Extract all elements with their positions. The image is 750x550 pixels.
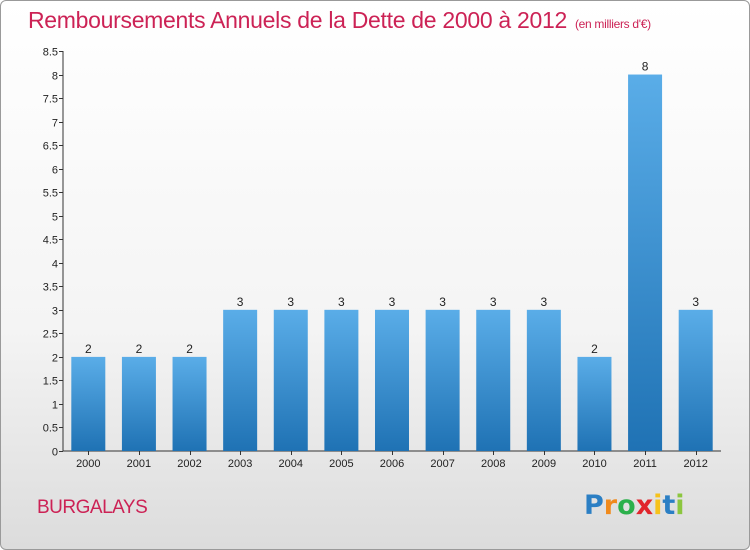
x-tick-label: 2005 — [329, 458, 353, 470]
x-tick-label: 2007 — [430, 458, 454, 470]
y-tick-label: 0 — [52, 447, 58, 459]
x-tick-label: 2012 — [683, 458, 707, 470]
y-tick-label: 2.5 — [43, 329, 58, 341]
logo-letter: r — [603, 490, 618, 521]
commune-name: BURGALAYS — [37, 497, 148, 518]
bar-value-label: 3 — [541, 295, 548, 309]
bar-value-label: 2 — [591, 342, 598, 356]
y-tick-label: 4 — [52, 259, 58, 271]
bar-value-label: 3 — [338, 295, 345, 309]
y-tick-label: 1 — [52, 400, 58, 412]
y-tick-label: 6.5 — [43, 141, 58, 153]
bar-value-label: 3 — [389, 295, 396, 309]
y-tick-label: 3.5 — [43, 282, 58, 294]
bar — [678, 309, 713, 451]
y-tick-label: 4.5 — [43, 235, 58, 247]
bar — [425, 309, 460, 451]
bar — [476, 309, 511, 451]
x-tick-label: 2001 — [127, 458, 151, 470]
bar — [628, 74, 663, 451]
logo-letter: i — [675, 490, 685, 521]
y-tick-label: 6 — [52, 165, 58, 177]
bar — [121, 356, 156, 451]
y-tick-label: 0.5 — [43, 423, 58, 435]
bar — [273, 309, 308, 451]
y-tick-label: 7.5 — [43, 94, 58, 106]
y-tick-label: 5 — [52, 212, 58, 224]
bar — [223, 309, 258, 451]
logo-letter: P — [584, 490, 604, 521]
bar — [324, 309, 359, 451]
y-tick-label: 5.5 — [43, 188, 58, 200]
bar-value-label: 2 — [136, 342, 143, 356]
bar-value-label: 2 — [186, 342, 193, 356]
bar — [526, 309, 561, 451]
bar-value-label: 3 — [439, 295, 446, 309]
logo-letter: o — [617, 490, 636, 521]
bar — [375, 309, 409, 451]
y-tick-label: 1.5 — [43, 376, 58, 388]
logo-letter: i — [653, 490, 663, 521]
x-tick-label: 2008 — [481, 458, 505, 470]
chart-title: Remboursements Annuels de la Dette de 20… — [28, 7, 651, 34]
bar-value-label: 2 — [85, 342, 92, 356]
chart-labels: 2000 2 2001 2 2002 2 2003 3 2004 3 2005 3 2006 3 2007 3… — [76, 60, 708, 470]
y-tick-label: 7 — [52, 118, 58, 130]
bar — [71, 356, 106, 451]
logo-letter: t — [662, 490, 676, 521]
proxiti-logo[interactable]: Proxiti — [584, 490, 685, 521]
bar-value-label: 3 — [237, 295, 244, 309]
x-tick-label: 2004 — [279, 458, 303, 470]
y-tick-label: 8 — [52, 71, 58, 83]
chart-title-text: Remboursements Annuels de la Dette de 20… — [28, 7, 567, 33]
x-tick-label: 2003 — [228, 458, 252, 470]
bar-value-label: 3 — [692, 295, 699, 309]
x-tick-label: 2010 — [582, 458, 606, 470]
bar-value-label: 3 — [287, 295, 294, 309]
x-tick-label: 2011 — [633, 458, 657, 470]
x-tick-label: 2006 — [380, 458, 404, 470]
y-tick-label: 8.5 — [43, 47, 58, 59]
bar-value-label: 3 — [490, 295, 497, 309]
bar — [577, 356, 612, 451]
chart-bars — [71, 74, 713, 451]
x-tick-label: 2002 — [177, 458, 201, 470]
y-tick-label: 3 — [52, 306, 58, 318]
bar — [172, 356, 207, 451]
x-tick-label: 2009 — [532, 458, 556, 470]
chart-unit: (en milliers d'€) — [574, 17, 651, 31]
bar-value-label: 8 — [642, 60, 649, 74]
logo-letter: x — [635, 490, 654, 521]
y-tick-label: 2 — [52, 353, 58, 365]
x-tick-label: 2000 — [76, 458, 100, 470]
